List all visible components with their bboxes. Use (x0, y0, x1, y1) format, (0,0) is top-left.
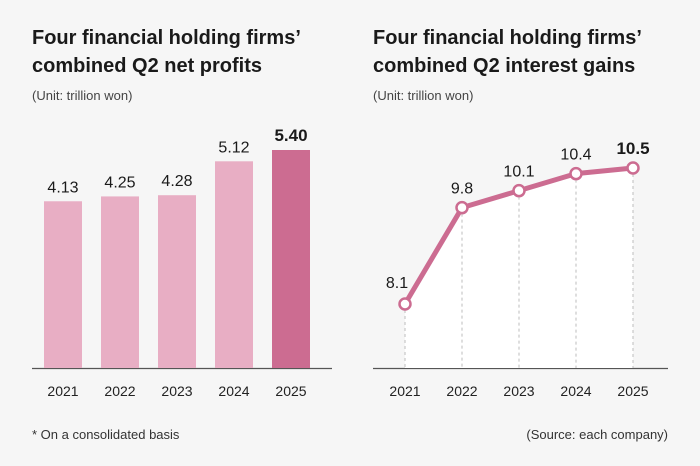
point-value-label-2022: 9.8 (451, 181, 473, 198)
bar-2021 (44, 201, 82, 368)
net-profits-panel: Four financial holding firms’ combined Q… (32, 27, 332, 442)
point-2021 (398, 297, 412, 311)
point-value-label-2023: 10.1 (503, 164, 534, 181)
point-2023 (512, 183, 526, 198)
bar-2025 (272, 150, 310, 368)
x-tick-label-2025: 2025 (617, 383, 648, 399)
x-tick-label-2023: 2023 (161, 383, 192, 399)
point-2024 (569, 166, 583, 181)
net-profits-unit: (Unit: trillion won) (32, 88, 133, 103)
source-note: (Source: each company) (526, 427, 668, 442)
point-value-label-2021: 8.1 (386, 275, 408, 292)
x-tick-label-2025: 2025 (275, 383, 306, 399)
bar-value-label-2025: 5.40 (274, 126, 307, 145)
bar-value-label-2023: 4.28 (161, 173, 192, 190)
interest-gains-panel: Four financial holding firms’ combined Q… (350, 0, 700, 466)
bar-value-label-2022: 4.25 (104, 174, 135, 191)
point-value-label-2025: 10.5 (616, 139, 649, 158)
interest-gains-unit: (Unit: trillion won) (373, 88, 474, 103)
x-tick-label-2021: 2021 (47, 383, 78, 399)
bar-2022 (101, 196, 139, 368)
point-2025 (626, 161, 640, 175)
bar-2023 (158, 195, 196, 368)
point-value-label-2024: 10.4 (560, 147, 591, 164)
bar-value-label-2021: 4.13 (47, 179, 78, 196)
x-tick-label-2024: 2024 (218, 383, 249, 399)
x-tick-label-2024: 2024 (560, 383, 591, 399)
interest-gains-line-chart: 8.1 2021 9.8 2022 10.1 2023 10.4 2024 10.5 2025 (373, 139, 668, 399)
x-tick-label-2022: 2022 (104, 383, 135, 399)
x-tick-label-2022: 2022 (446, 383, 477, 399)
net-profits-title: Four financial holding firms’ combined Q… (32, 27, 301, 77)
x-tick-label-2023: 2023 (503, 383, 534, 399)
footnote: * On a consolidated basis (32, 427, 180, 442)
bar-value-label-2024: 5.12 (218, 139, 249, 156)
bar-2024 (215, 161, 253, 368)
point-2022 (455, 200, 469, 215)
interest-gains-title: Four financial holding firms’ combined Q… (373, 27, 642, 77)
net-profits-bar-chart: 4.13 2021 4.25 2022 4.28 2023 5.12 2024 5.40 2025 (32, 126, 332, 399)
x-tick-label-2021: 2021 (389, 383, 420, 399)
